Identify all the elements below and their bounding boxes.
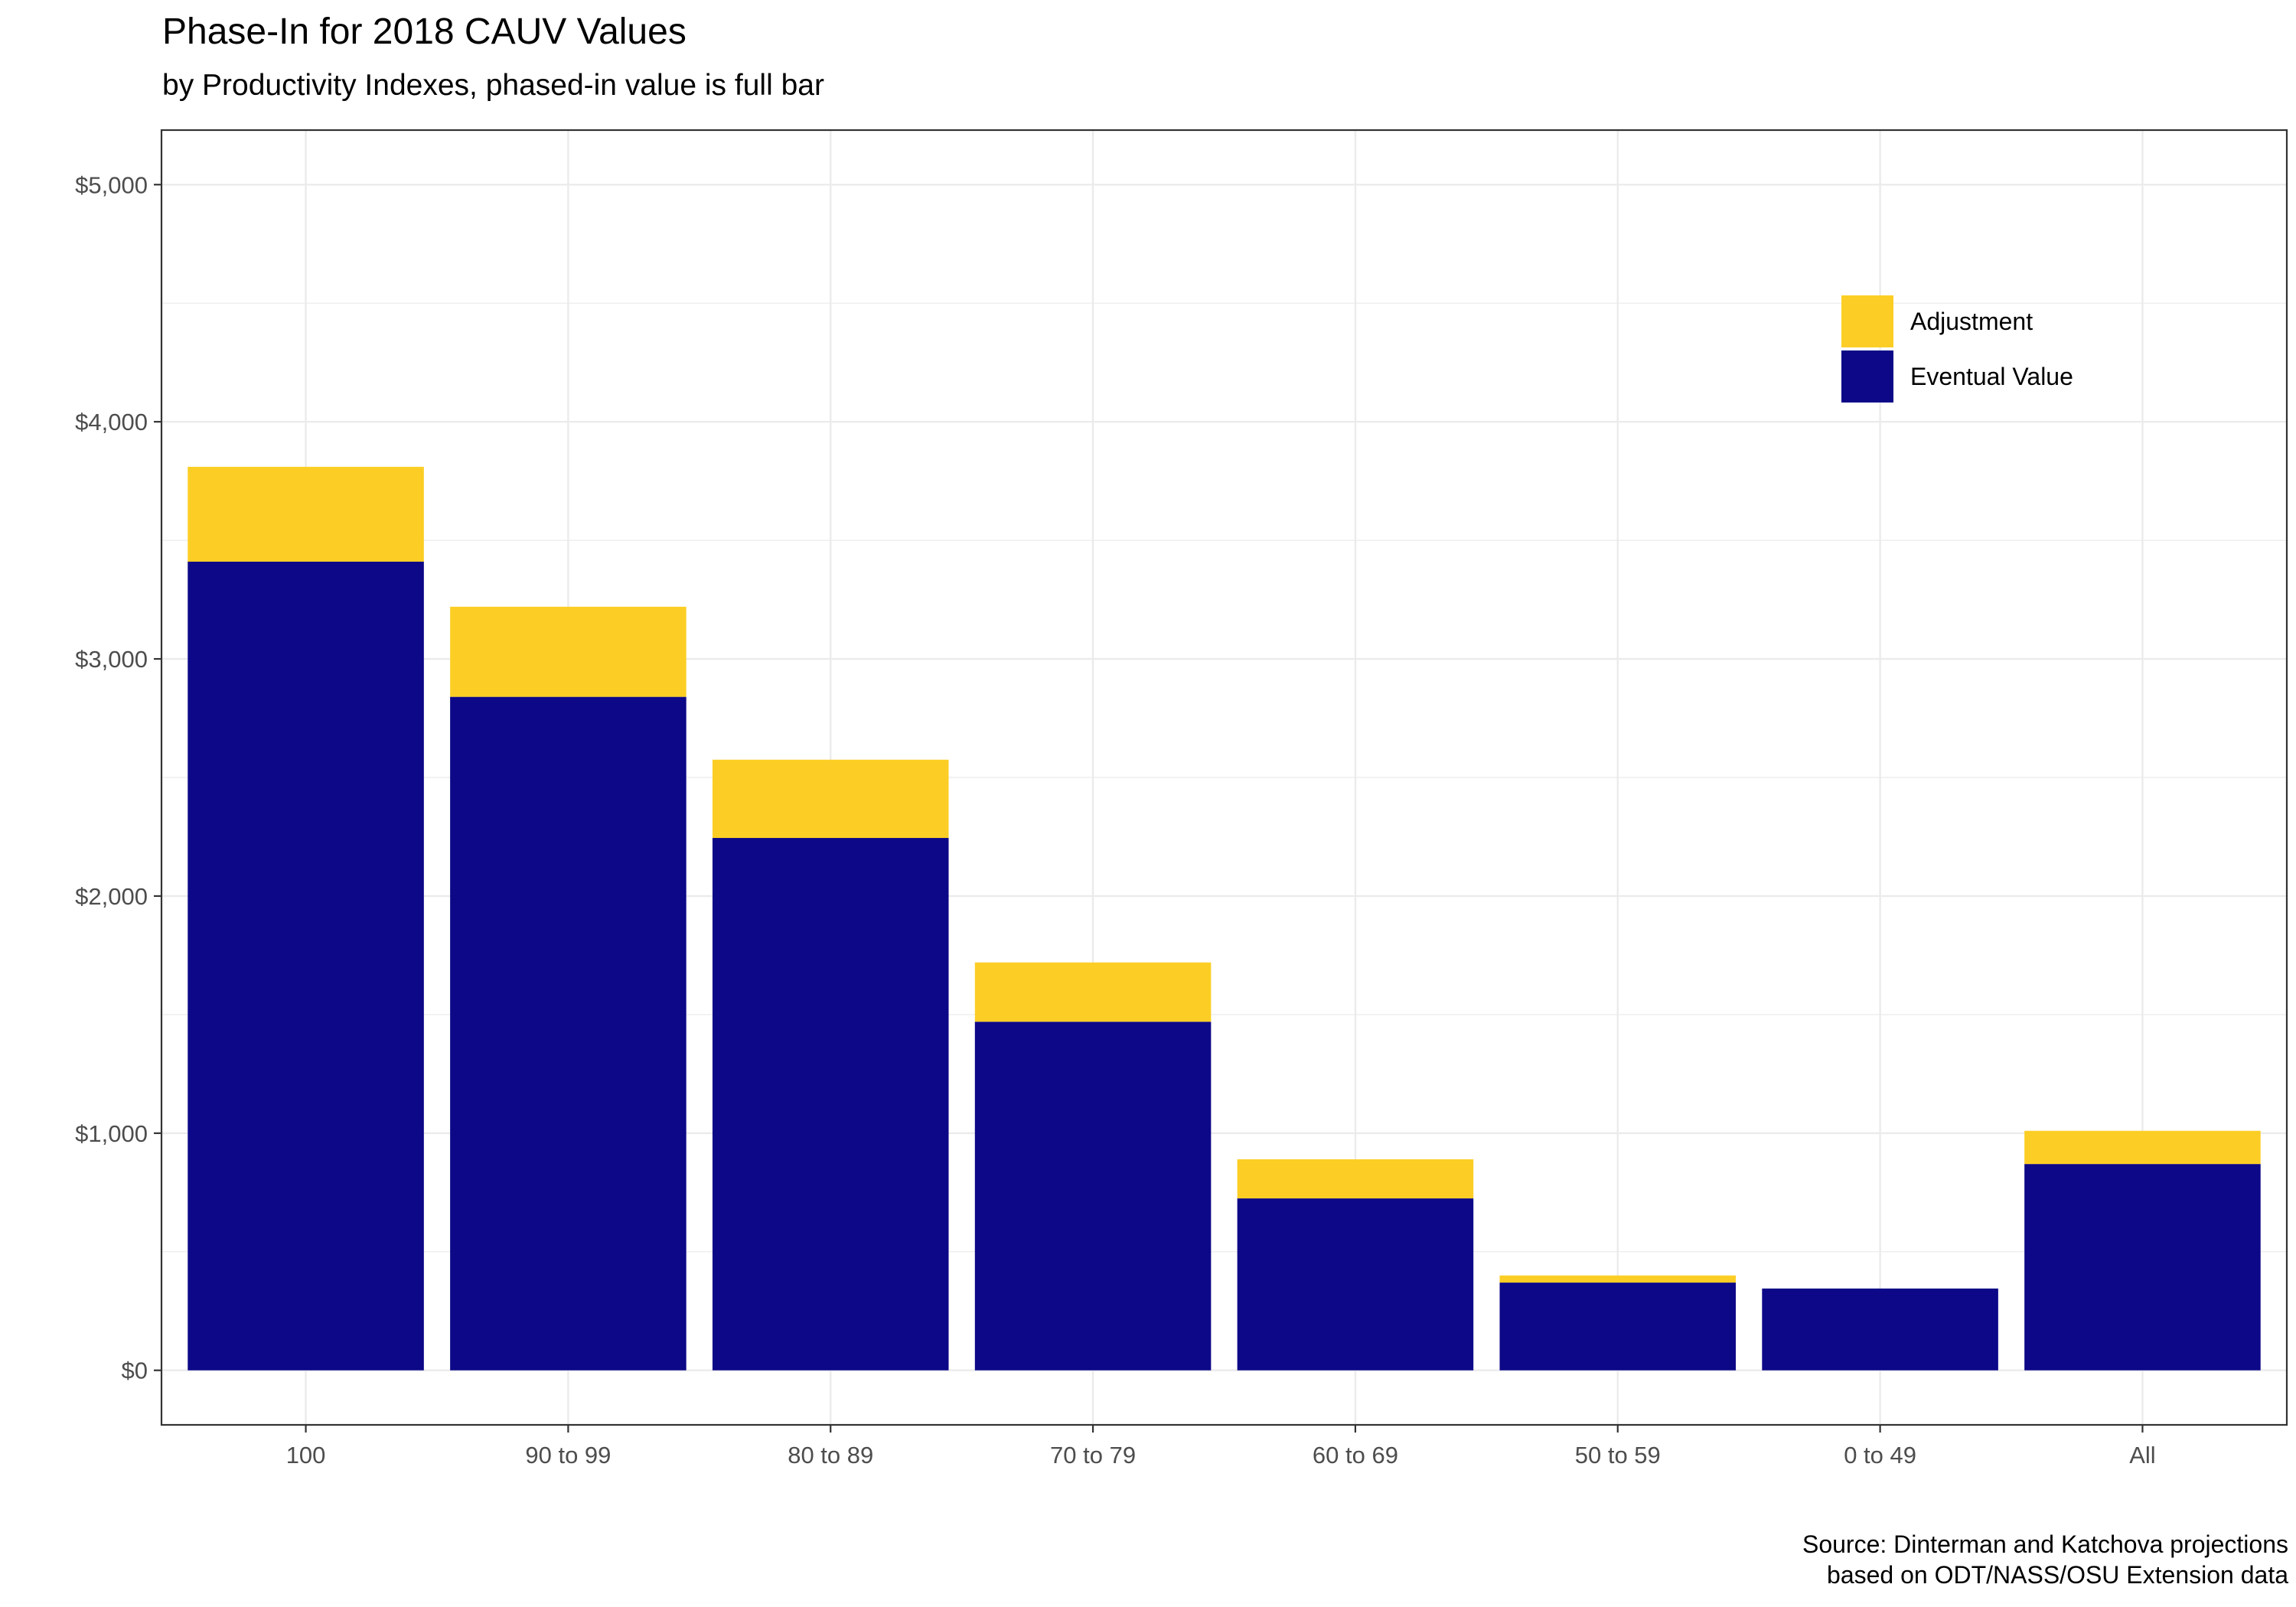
bar-adjustment — [1237, 1159, 1474, 1199]
x-tick-label: All — [2129, 1442, 2155, 1468]
bar-adjustment — [188, 467, 424, 562]
x-tick-label: 50 to 59 — [1575, 1442, 1661, 1468]
bar-adjustment — [450, 606, 687, 697]
bar-adjustment — [974, 962, 1212, 1022]
caption-line-2: based on ODT/NASS/OSU Extension data — [1827, 1561, 2288, 1589]
bar-adjustment — [1499, 1275, 1737, 1283]
x-tick-label: 90 to 99 — [525, 1442, 611, 1468]
y-tick-label: $5,000 — [75, 171, 148, 198]
y-tick-label: $4,000 — [75, 409, 148, 435]
x-tick-label: 80 to 89 — [788, 1442, 873, 1468]
y-tick-label: $2,000 — [75, 883, 148, 910]
bar-eventual-value — [1499, 1283, 1737, 1371]
chart-caption: Source: Dinterman and Katchova projectio… — [1802, 1529, 2288, 1590]
bar-adjustment — [2024, 1130, 2261, 1165]
bar-eventual-value — [188, 562, 424, 1371]
x-tick-label: 0 to 49 — [1844, 1442, 1916, 1468]
y-tick-label: $1,000 — [75, 1120, 148, 1147]
bar-adjustment — [712, 759, 949, 839]
bar-eventual-value — [2024, 1164, 2261, 1371]
chart-title: Phase-In for 2018 CAUV Values — [162, 11, 687, 52]
caption-line-1: Source: Dinterman and Katchova projectio… — [1802, 1530, 2288, 1558]
x-tick-label: 60 to 69 — [1313, 1442, 1398, 1468]
legend-label-adjustment: Adjustment — [1910, 308, 2033, 335]
bar-eventual-value — [450, 696, 687, 1371]
y-tick-label: $0 — [122, 1358, 148, 1384]
y-tick-label: $3,000 — [75, 646, 148, 673]
bar-eventual-value — [974, 1022, 1212, 1371]
legend-key-eventual-value — [1841, 350, 1893, 403]
plot-border — [160, 129, 2288, 1426]
x-tick-label: 100 — [286, 1442, 326, 1468]
chart-subtitle: by Productivity Indexes, phased-in value… — [162, 69, 824, 102]
x-axis: 100 90 to 99 80 to 89 70 to 79 60 to 69 50 to… — [286, 1425, 2156, 1468]
y-axis: $0 $1,000 $2,000 $3,000 $4,000 $5,000 — [75, 171, 161, 1384]
x-tick-label: 70 to 79 — [1050, 1442, 1136, 1468]
legend-key-adjustment — [1841, 295, 1893, 347]
bars — [188, 467, 2261, 1371]
bar-eventual-value — [1237, 1198, 1474, 1371]
legend-label-eventual-value: Eventual Value — [1910, 363, 2073, 390]
bar-eventual-value — [712, 838, 949, 1371]
bar-eventual-value — [1762, 1288, 1998, 1371]
legend: Adjustment Eventual Value — [1841, 295, 2073, 403]
